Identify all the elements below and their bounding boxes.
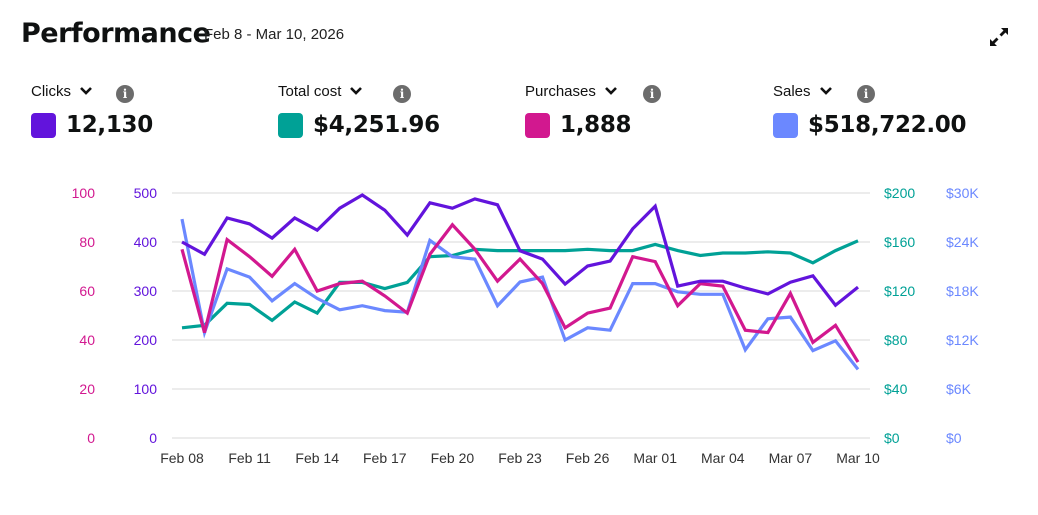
info-icon[interactable]: i <box>116 85 134 103</box>
info-icon[interactable]: i <box>643 85 661 103</box>
metric-selector[interactable]: Clicks <box>31 80 153 102</box>
metric-selector[interactable]: Sales <box>773 80 966 102</box>
y-tick-label: 20 <box>79 381 95 397</box>
x-tick-label: Feb 17 <box>363 450 407 466</box>
metric-selector[interactable]: Total cost <box>278 80 440 102</box>
y-tick-label: $30K <box>946 185 979 201</box>
x-tick-label: Feb 08 <box>160 450 204 466</box>
info-icon[interactable]: i <box>393 85 411 103</box>
metric-purchases: Purchases i 1,888 <box>525 80 661 138</box>
series-color-swatch[interactable] <box>773 112 798 138</box>
x-tick-label: Feb 20 <box>431 450 475 466</box>
x-tick-label: Feb 26 <box>566 450 610 466</box>
metric-value: 12,130 <box>66 112 153 138</box>
chevron-down-icon[interactable] <box>604 84 618 98</box>
y-tick-label: 0 <box>149 430 157 446</box>
metric-selector[interactable]: Purchases <box>525 80 631 102</box>
y-tick-label: $0 <box>946 430 962 446</box>
y-tick-label: $200 <box>884 185 915 201</box>
y-tick-label: $18K <box>946 283 979 299</box>
page-title: Performance <box>21 18 211 49</box>
metric-label: Total cost <box>278 82 342 100</box>
y-tick-label: 300 <box>134 283 158 299</box>
y-tick-label: 100 <box>134 381 158 397</box>
y-tick-label: $0 <box>884 430 900 446</box>
y-tick-label: $24K <box>946 234 979 250</box>
x-tick-label: Mar 04 <box>701 450 745 466</box>
y-tick-label: $12K <box>946 332 979 348</box>
y-tick-label: $160 <box>884 234 915 250</box>
x-tick-label: Mar 10 <box>836 450 880 466</box>
y-tick-label: $80 <box>884 332 908 348</box>
metric-value: $518,722.00 <box>808 112 967 138</box>
y-tick-label: $120 <box>884 283 915 299</box>
y-tick-label: 400 <box>134 234 158 250</box>
series-line-sales[interactable] <box>180 218 860 371</box>
y-tick-label: $6K <box>946 381 972 397</box>
x-tick-label: Mar 01 <box>633 450 677 466</box>
metric-label: Purchases <box>525 82 596 100</box>
date-range: Feb 8 - Mar 10, 2026 <box>204 26 345 43</box>
x-tick-label: Mar 07 <box>769 450 813 466</box>
expand-arrows-icon[interactable] <box>988 26 1010 48</box>
metric-label: Clicks <box>31 82 71 100</box>
series-line-clicks[interactable] <box>181 193 860 308</box>
metric-clicks: Clicks i 12,130 <box>31 80 153 138</box>
y-tick-label: 200 <box>134 332 158 348</box>
series-color-swatch[interactable] <box>31 112 56 138</box>
series-color-swatch[interactable] <box>525 112 550 138</box>
series-line-purchases[interactable] <box>180 222 860 363</box>
series-color-swatch[interactable] <box>278 112 303 138</box>
x-tick-label: Feb 11 <box>228 450 271 466</box>
y-tick-label: 0 <box>87 430 95 446</box>
x-tick-label: Feb 23 <box>498 450 542 466</box>
y-tick-label: 80 <box>79 234 95 250</box>
metric-value: 1,888 <box>560 112 632 138</box>
info-icon[interactable]: i <box>857 85 875 103</box>
metric-label: Sales <box>773 82 811 100</box>
y-tick-label: 500 <box>134 185 158 201</box>
y-tick-label: 60 <box>79 283 95 299</box>
metric-value: $4,251.96 <box>313 112 440 138</box>
chevron-down-icon[interactable] <box>819 84 833 98</box>
y-tick-label: $40 <box>884 381 908 397</box>
chevron-down-icon[interactable] <box>79 84 93 98</box>
metric-sales: Sales i $518,722.00 <box>773 80 967 138</box>
y-tick-label: 100 <box>72 185 96 201</box>
y-tick-label: 40 <box>79 332 95 348</box>
metric-total-cost: Total cost i $4,251.96 <box>278 80 440 138</box>
chevron-down-icon[interactable] <box>349 84 363 98</box>
x-tick-label: Feb 14 <box>295 450 339 466</box>
